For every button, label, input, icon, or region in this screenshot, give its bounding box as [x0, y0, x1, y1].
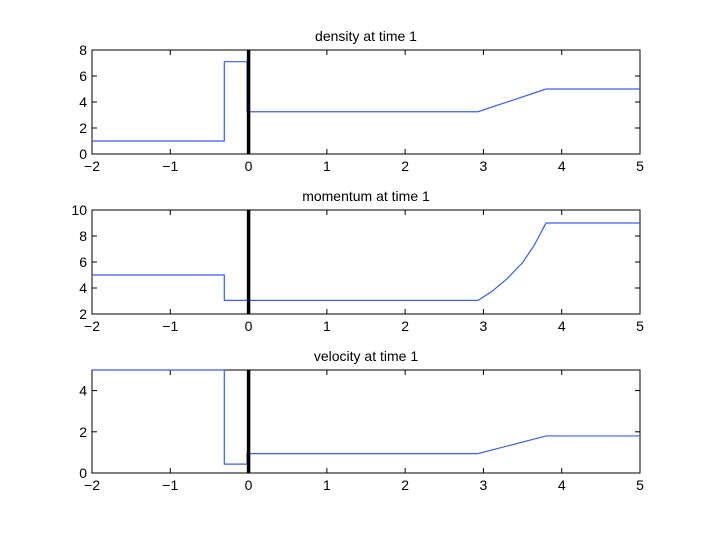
density-ytick-label: 4 [79, 94, 87, 110]
velocity-panel: velocity at time 1 −2 −1 0 1 2 3 4 5 0 2 4 [79, 348, 644, 493]
density-xtick-label: 3 [480, 158, 488, 174]
density-ytick-label: 6 [79, 68, 87, 84]
density-ytick-label: 0 [79, 146, 87, 162]
velocity-xtick-label: −2 [84, 477, 100, 493]
density-axes-box [91, 49, 641, 155]
velocity-xtick-label: 2 [401, 477, 409, 493]
momentum-axes-box [91, 209, 641, 315]
momentum-xtick-label: −1 [162, 318, 178, 334]
density-ytick-label: 8 [79, 42, 87, 58]
velocity-ytick-label: 0 [79, 465, 87, 481]
momentum-ytick-label: 4 [79, 280, 87, 296]
momentum-panel: momentum at time 1 −2 −1 0 1 2 3 4 5 2 4 6 8 10 [71, 188, 644, 334]
velocity-title: velocity at time 1 [314, 348, 418, 364]
velocity-xtick-label: 0 [245, 477, 253, 493]
momentum-xtick-label: 1 [323, 318, 331, 334]
momentum-series-line [92, 222, 640, 301]
density-xtick-label: 2 [401, 158, 409, 174]
velocity-xtick-label: −1 [162, 477, 178, 493]
momentum-ytick-label: 6 [79, 254, 87, 270]
density-xtick-label: −2 [84, 158, 100, 174]
momentum-xtick-label: 4 [558, 318, 566, 334]
momentum-xtick-label: 0 [245, 318, 253, 334]
density-xtick-label: 5 [636, 158, 644, 174]
velocity-ytick-label: 2 [79, 424, 87, 440]
momentum-xtick-label: −2 [84, 318, 100, 334]
velocity-xtick-label: 3 [480, 477, 488, 493]
density-title: density at time 1 [315, 28, 417, 44]
density-xtick-label: 0 [245, 158, 253, 174]
velocity-xtick-label: 5 [636, 477, 644, 493]
density-xtick-label: 1 [323, 158, 331, 174]
velocity-axes-box [91, 369, 641, 474]
momentum-xtick-label: 2 [401, 318, 409, 334]
density-panel: density at time 1 −2 −1 0 1 2 3 4 5 0 2 4 6 8 [79, 28, 644, 174]
velocity-ytick-label: 4 [79, 383, 87, 399]
momentum-ytick-label: 8 [79, 228, 87, 244]
momentum-ytick-label: 10 [71, 202, 87, 218]
velocity-xtick-label: 1 [323, 477, 331, 493]
momentum-title: momentum at time 1 [302, 188, 430, 204]
density-xtick-label: −1 [162, 158, 178, 174]
momentum-ytick-label: 2 [79, 306, 87, 322]
density-ytick-label: 2 [79, 120, 87, 136]
momentum-xtick-label: 5 [636, 318, 644, 334]
velocity-xtick-label: 4 [558, 477, 566, 493]
momentum-xtick-label: 3 [480, 318, 488, 334]
density-xtick-label: 4 [558, 158, 566, 174]
